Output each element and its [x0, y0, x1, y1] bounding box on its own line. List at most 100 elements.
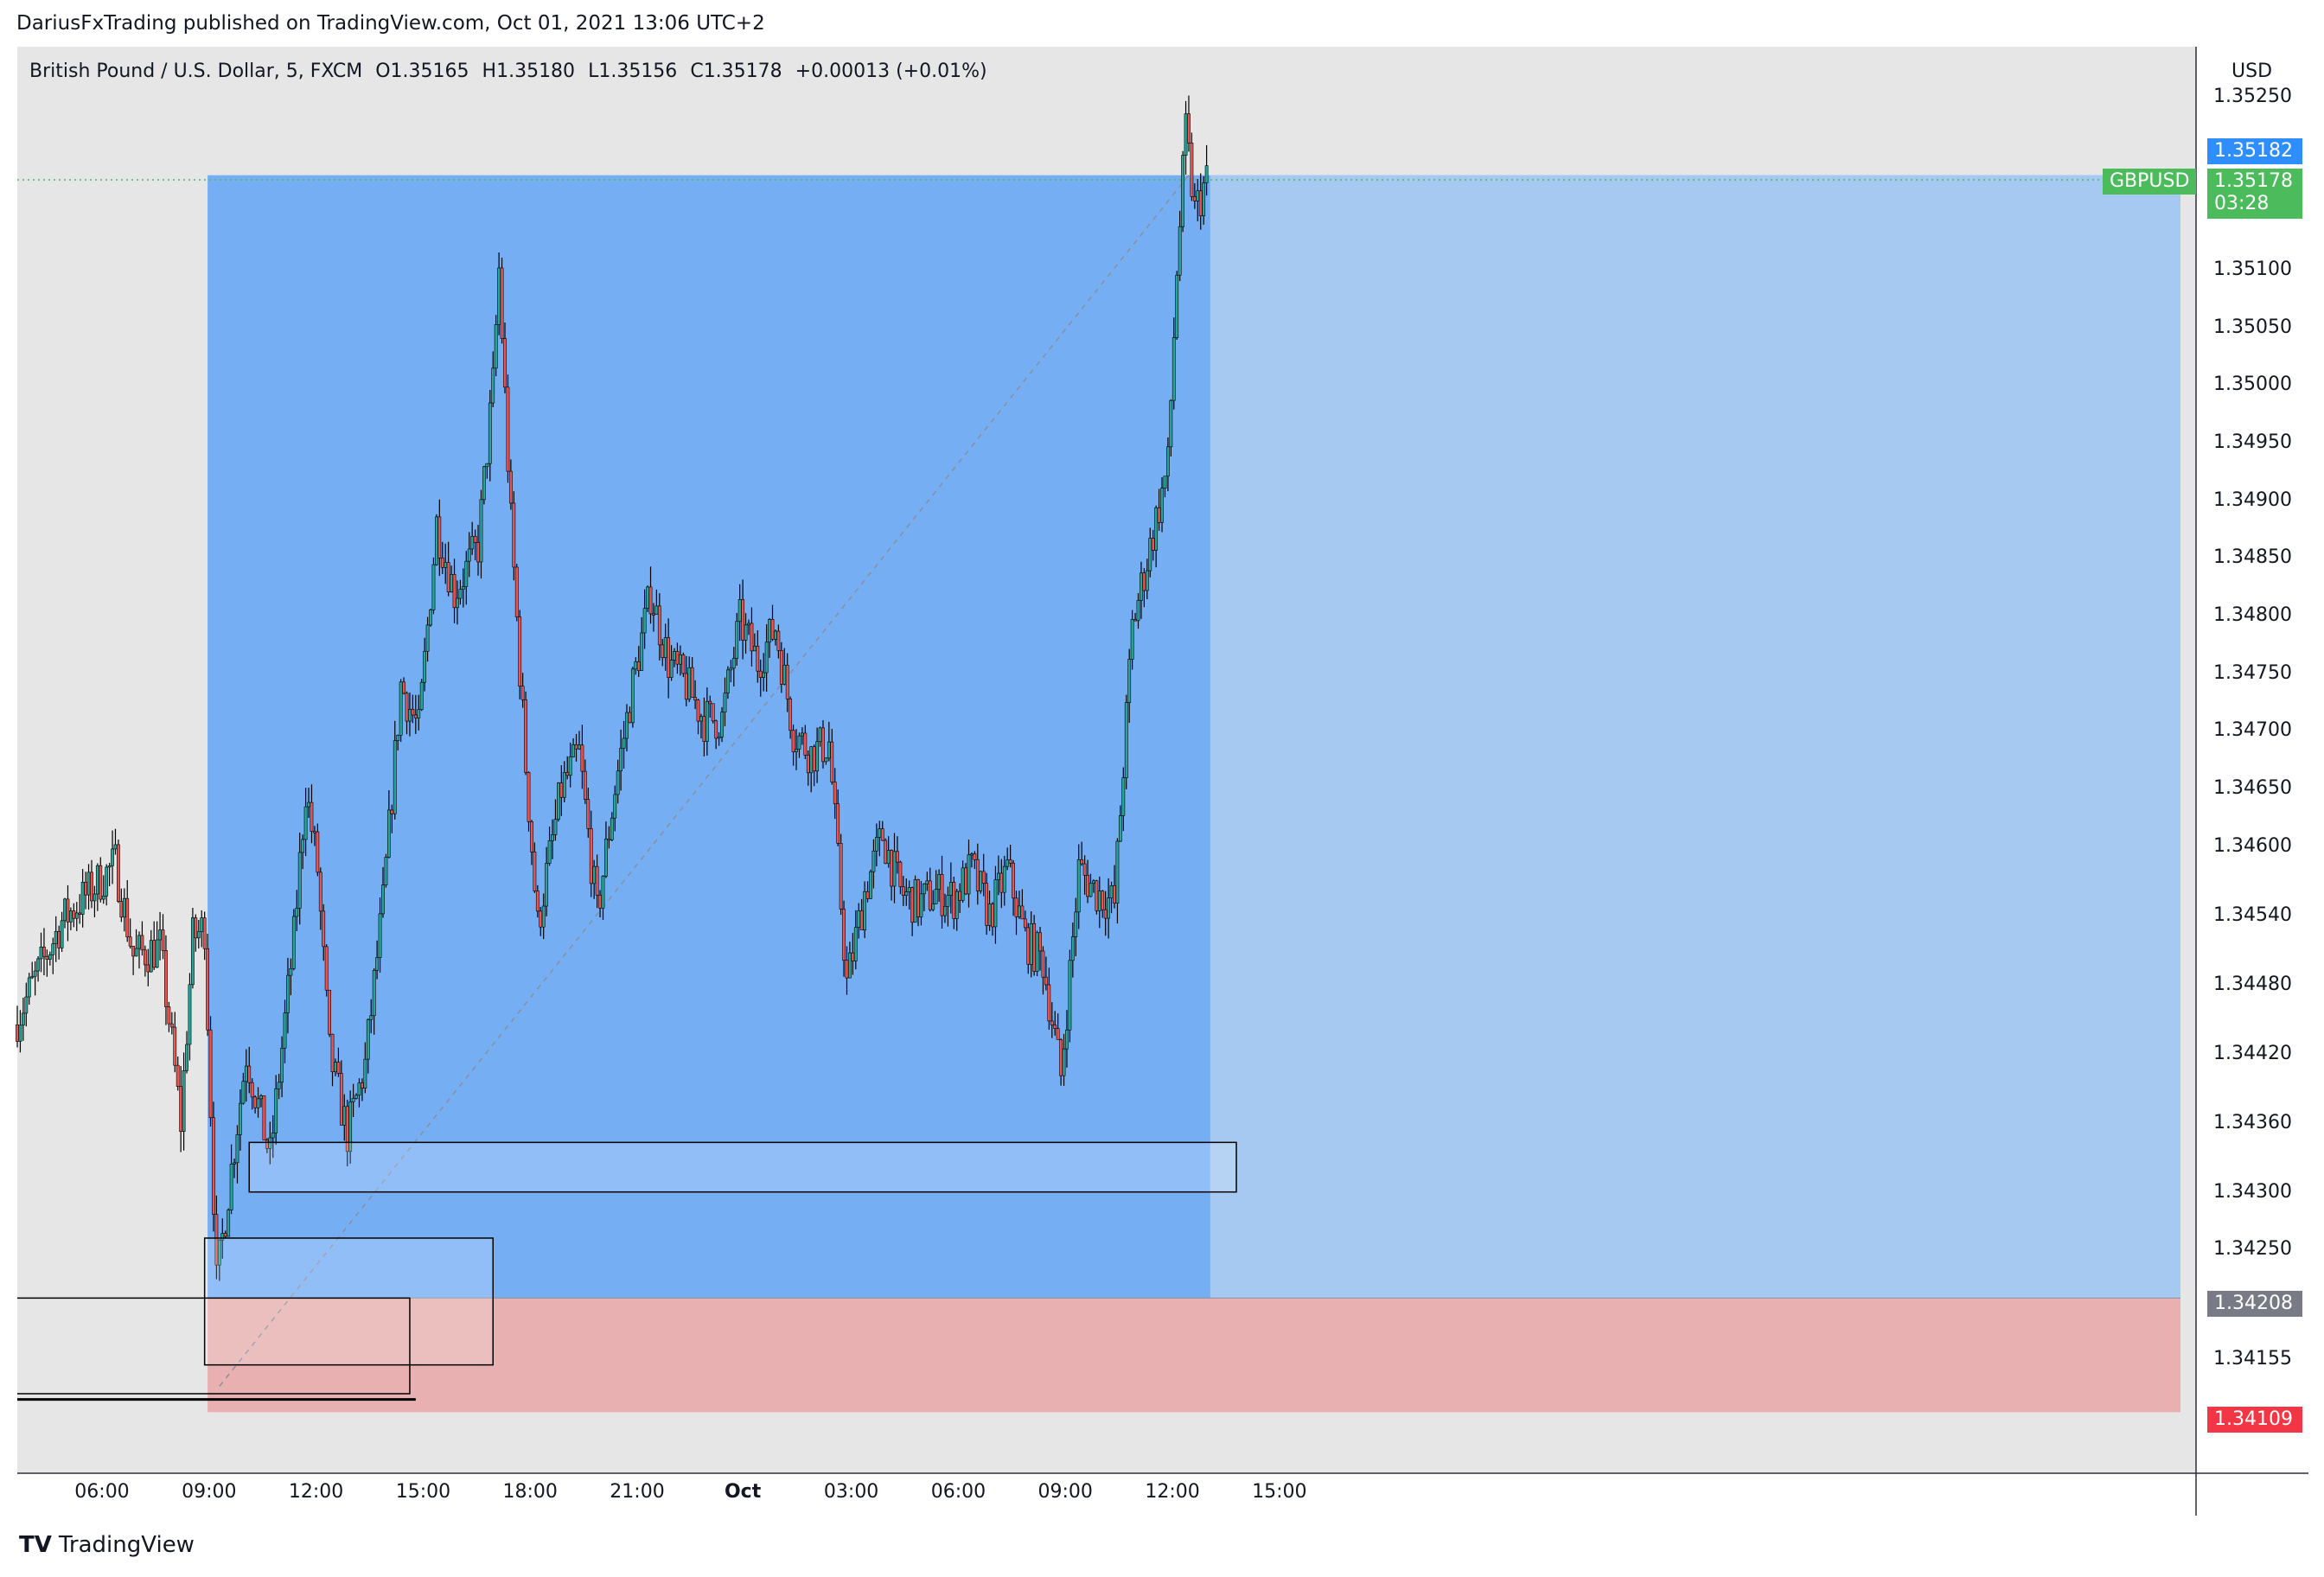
candle-body: [979, 871, 983, 891]
candle-body: [90, 872, 93, 902]
candle-body: [1103, 909, 1108, 919]
candle-body: [235, 1134, 239, 1164]
candle-body: [1059, 1039, 1063, 1076]
candle-body: [423, 650, 427, 683]
candle-body: [690, 667, 694, 698]
candle-body: [524, 699, 527, 773]
candle-body: [1145, 570, 1149, 591]
candle-body: [687, 667, 692, 700]
candle-body: [928, 880, 932, 910]
candle-body: [105, 866, 109, 897]
candle-body: [1181, 155, 1184, 227]
candle-body: [904, 891, 909, 896]
candle-body: [539, 910, 543, 928]
candle-body: [970, 853, 974, 856]
candle-body: [452, 574, 456, 609]
candle-body: [1196, 190, 1200, 201]
time-tick-label: 03:00: [823, 1481, 879, 1503]
candle-body: [450, 574, 453, 593]
support-zone-box[interactable]: [248, 1141, 1237, 1193]
candle-body: [182, 1069, 186, 1133]
candle-body: [437, 516, 442, 559]
candle-body: [1133, 619, 1137, 622]
candle-body: [836, 803, 840, 844]
candle-body: [1121, 777, 1126, 816]
candle-body: [473, 535, 477, 543]
time-tick-label: 21:00: [610, 1481, 665, 1503]
candle-body: [896, 851, 899, 863]
candle-body: [506, 386, 510, 472]
candle-body: [925, 880, 929, 884]
candle-body: [1184, 113, 1188, 156]
candle-body: [735, 621, 739, 659]
candle-body: [1070, 936, 1075, 961]
candle-body: [821, 727, 825, 763]
close-label: C: [690, 61, 704, 82]
candle-body: [1160, 488, 1164, 523]
candle-body: [996, 872, 1000, 880]
candle-body: [890, 850, 893, 887]
candle-body: [485, 463, 489, 468]
candle-body: [1190, 143, 1194, 197]
candle-body: [696, 699, 700, 722]
candle-body: [1056, 1028, 1060, 1040]
candle-body: [973, 853, 977, 860]
candle-body: [324, 946, 329, 991]
candle-body: [18, 1025, 22, 1042]
currency-label: USD: [2231, 61, 2273, 82]
time-tick-label: 09:00: [182, 1481, 237, 1503]
time-tick-label: Oct: [724, 1481, 762, 1503]
candle-body: [280, 1047, 284, 1083]
price-tick-label: 1.35250: [2213, 86, 2292, 107]
candle-body: [21, 1012, 25, 1026]
candle-body: [604, 839, 608, 877]
candle-body: [1136, 600, 1140, 622]
candle-body: [508, 470, 513, 504]
candle-body: [1050, 1020, 1054, 1025]
candle-body: [598, 894, 602, 909]
tradingview-logo[interactable]: 𝗧𝗩 TradingView: [19, 1532, 195, 1558]
open-label: O: [375, 61, 391, 82]
candle-body: [1198, 190, 1203, 217]
candle-body: [961, 867, 965, 901]
price-tick-label: 1.35050: [2213, 316, 2292, 338]
candle-body: [952, 882, 956, 919]
time-tick-label: 12:00: [288, 1481, 344, 1503]
candle-body: [289, 968, 293, 976]
candle-body: [776, 630, 781, 651]
price-tick-label: 1.34800: [2213, 604, 2292, 626]
candle-body: [253, 1096, 258, 1108]
candle-body: [386, 809, 391, 858]
candle-body: [1006, 859, 1010, 867]
candle-body: [586, 799, 591, 829]
time-tick-label: 15:00: [1252, 1481, 1307, 1503]
candle-body: [152, 940, 156, 968]
candle-body: [803, 732, 808, 756]
stop-zone[interactable]: [208, 1298, 2181, 1413]
candle-body: [431, 564, 436, 610]
entry-price-tag: 1.34208: [2207, 1291, 2302, 1317]
stop-price-tag: 1.34109: [2207, 1407, 2302, 1433]
candle-body: [723, 693, 727, 713]
candle-body: [874, 837, 878, 852]
candle-body: [815, 741, 819, 772]
candle-body: [220, 1233, 225, 1241]
demand-zone-box[interactable]: [203, 1237, 494, 1366]
candle-body: [233, 1162, 236, 1165]
candle-body: [467, 548, 471, 562]
candle-body: [1163, 476, 1167, 489]
candle-body: [461, 586, 465, 591]
candle-body: [99, 865, 103, 900]
candle-body: [316, 831, 320, 873]
candle-body: [1047, 984, 1051, 1022]
candle-body: [553, 819, 558, 835]
candle-body: [458, 589, 463, 599]
candle-body: [390, 809, 394, 814]
candle-body: [217, 1239, 221, 1266]
candle-body: [155, 939, 159, 968]
liquidity-box[interactable]: [17, 1297, 411, 1395]
price-tick-label: 1.34700: [2213, 719, 2292, 742]
time-axis-area: [17, 1473, 2196, 1518]
candle-body: [93, 893, 97, 902]
